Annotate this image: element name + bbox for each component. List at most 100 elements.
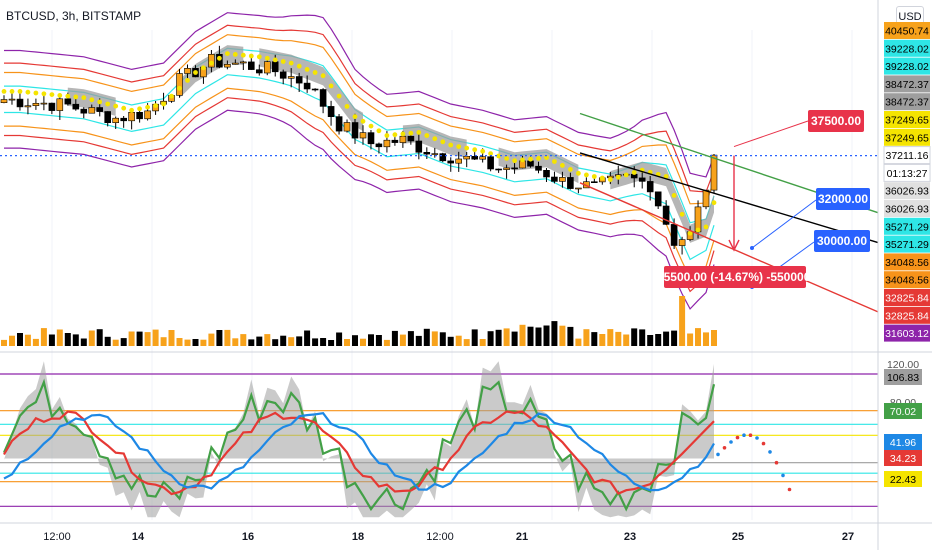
candle-down [64, 98, 72, 105]
volume-bar [487, 331, 494, 346]
ma-dot [448, 142, 454, 148]
time-axis-tick-label: 23 [624, 531, 636, 543]
candle-up [399, 135, 407, 143]
ma-dot [695, 227, 701, 233]
volume-bar [647, 335, 654, 346]
volume-bar [535, 327, 542, 346]
ma-dot [17, 89, 23, 94]
time-axis-tick-label: 18 [352, 531, 364, 543]
price-scale-label: 37211.16 [885, 150, 928, 162]
volume-bar [623, 334, 630, 346]
band-cyan-lower [4, 74, 715, 261]
volume-bar [17, 333, 23, 346]
volume-bar [471, 329, 478, 346]
volume-bar [304, 330, 311, 346]
candle-down [670, 224, 678, 246]
volume-bar [375, 335, 382, 346]
projection-dot [761, 441, 766, 446]
measure-label: -5500.00 (-14.67%) -550000 [660, 270, 811, 284]
price-scale-label: 32825.84 [885, 293, 929, 305]
osc-line-red [3, 410, 715, 496]
volume-bar [383, 339, 390, 346]
projection-dot [742, 433, 746, 438]
ma-dot [392, 132, 398, 138]
osc-scale-label: 70.02 [890, 406, 916, 418]
volume-bar [1, 339, 7, 346]
price-scale-label: 37249.65 [885, 132, 929, 144]
volume-bar [639, 329, 646, 346]
ma-dot [97, 99, 103, 105]
ma-dot [544, 155, 549, 161]
volume-bar [663, 331, 670, 346]
ma-dot [201, 65, 206, 71]
moving-average-dots [1, 51, 717, 236]
measure-arrow-head [728, 239, 740, 252]
cloud-segment [610, 161, 714, 243]
price-scale-label-box [884, 235, 930, 253]
candle-down [48, 102, 56, 111]
candle-down [327, 106, 335, 118]
volume-bar [320, 338, 327, 346]
candle-down [391, 139, 399, 143]
projection-dot [722, 446, 727, 450]
ma-dot [129, 107, 135, 113]
candle-up [224, 64, 231, 68]
candle-down [439, 153, 447, 162]
osc-scale-label-box [884, 434, 922, 450]
ma-dot [456, 144, 462, 150]
candle-down [590, 181, 598, 183]
time-axis-tick-label: 27 [842, 531, 854, 543]
ma-dot [400, 131, 406, 137]
volume-bar [9, 335, 15, 346]
osc-scale-label: 120.00 [887, 359, 919, 371]
volume-bar [543, 325, 550, 346]
volume-bar [256, 336, 263, 346]
candle-down [511, 167, 518, 170]
volume-bar [160, 337, 167, 346]
candle-down [335, 116, 343, 132]
ma-dot [336, 93, 342, 99]
ma-dot [584, 172, 589, 178]
volume-bar [312, 338, 319, 346]
ma-dot [703, 224, 709, 230]
volume-bar [415, 335, 422, 346]
price-scale-label-box [884, 57, 930, 75]
volume-bar [615, 331, 622, 346]
ma-dot [591, 174, 597, 179]
ma-dot [528, 156, 533, 162]
candle-down [96, 107, 103, 112]
candle-down [495, 168, 502, 171]
volume-bar [248, 339, 255, 346]
ma-dot [472, 147, 478, 153]
ma-dot [607, 177, 613, 183]
price-scale-label: 39228.02 [885, 61, 929, 73]
price-scale-label-box [884, 111, 930, 128]
price-scale-label: 32825.84 [885, 310, 929, 322]
volume-bar [232, 338, 239, 346]
volume-bar [64, 333, 71, 346]
candle-up [479, 156, 487, 160]
ma-dot [57, 93, 63, 98]
volume-bar [607, 329, 614, 346]
trendline-red [579, 182, 879, 313]
target-mid-label-box [816, 188, 870, 210]
volume-bar [391, 330, 398, 346]
volume-bar [80, 338, 87, 346]
ma-dot [153, 103, 159, 108]
volume-bar [288, 337, 295, 346]
ma-dot [520, 157, 525, 163]
candle-up [503, 167, 510, 170]
ma-dot [225, 51, 230, 56]
price-scale-label-box [884, 200, 930, 217]
osc-scale-label: 22.43 [890, 474, 916, 486]
candle-down [248, 61, 255, 70]
volume-bar [551, 321, 558, 346]
candle-down [567, 177, 574, 189]
candle-down [80, 108, 88, 114]
candle-down [527, 160, 534, 167]
ma-dot [232, 52, 238, 57]
candle-down [551, 176, 558, 182]
candle-up [431, 153, 439, 155]
band-orange-lower [4, 87, 715, 280]
